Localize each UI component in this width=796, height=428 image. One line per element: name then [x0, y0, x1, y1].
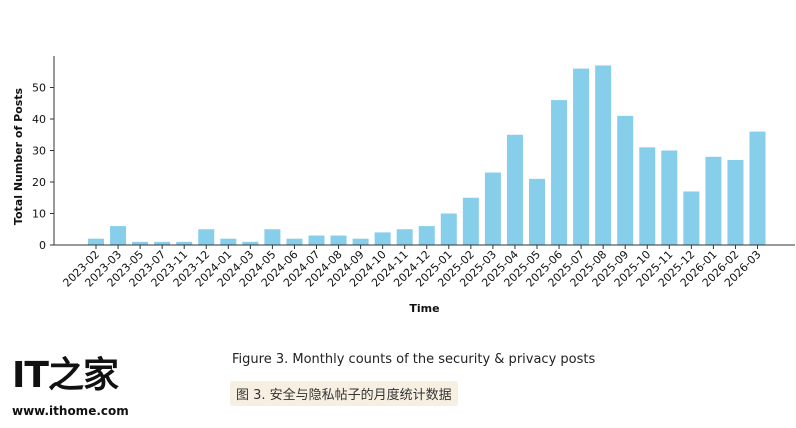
figure-caption-chinese: 图 3. 安全与隐私帖子的月度统计数据 — [230, 381, 458, 406]
bar-2024-03 — [242, 241, 259, 245]
logo-mark: IT之家 — [12, 355, 119, 396]
bar-2024-01 — [220, 238, 237, 245]
bar-2026-01 — [705, 156, 722, 245]
bar-2025-01 — [440, 213, 457, 245]
bar-2023-11 — [176, 241, 193, 245]
bar-2025-09 — [617, 115, 634, 245]
bar-2024-10 — [374, 232, 391, 245]
bars-group — [88, 65, 766, 245]
y-tick-label: 20 — [32, 176, 46, 189]
bar-2025-02 — [462, 197, 479, 245]
x-axis-label: Time — [409, 302, 439, 315]
site-logo: IT之家 www.ithome.com — [12, 355, 129, 422]
bar-2026-03 — [749, 131, 766, 245]
bar-2025-12 — [683, 191, 700, 245]
bar-2024-05 — [264, 229, 281, 245]
bar-2024-09 — [352, 238, 369, 245]
bar-2023-02 — [88, 238, 104, 245]
bar-2024-08 — [330, 235, 347, 245]
bar-2025-08 — [595, 65, 612, 245]
bar-2023-07 — [154, 241, 171, 245]
y-ticks: 0 10 20 30 40 50 — [32, 82, 54, 252]
bar-2023-03 — [110, 226, 127, 245]
bar-2025-10 — [639, 147, 656, 245]
y-tick-label: 10 — [32, 208, 46, 221]
bar-2025-06 — [551, 100, 568, 245]
bar-2025-04 — [506, 134, 523, 245]
bar-2025-05 — [529, 178, 545, 245]
bar-2024-12 — [418, 226, 435, 245]
y-tick-label: 40 — [32, 113, 46, 126]
figure-caption-english: Figure 3. Monthly counts of the security… — [232, 352, 596, 367]
bar-2023-05 — [132, 241, 149, 245]
y-tick-label: 30 — [32, 145, 46, 158]
bar-chart: 2023-022023-032023-052023-072023-112023-… — [12, 56, 795, 315]
bar-2025-07 — [573, 68, 590, 245]
logo-url: www.ithome.com — [12, 404, 129, 418]
y-axis-label: Total Number of Posts — [12, 87, 25, 225]
bar-2023-12 — [198, 229, 215, 245]
bar-2024-11 — [396, 229, 413, 245]
bar-2026-02 — [727, 159, 744, 245]
bar-2024-07 — [308, 235, 325, 245]
y-tick-label: 0 — [39, 239, 46, 252]
bar-2025-11 — [661, 150, 678, 245]
y-tick-label: 50 — [32, 82, 46, 95]
x-tick-labels: 2023-022023-032023-052023-072023-112023-… — [60, 245, 764, 290]
bar-2025-03 — [484, 172, 501, 245]
bar-2024-06 — [286, 238, 303, 245]
